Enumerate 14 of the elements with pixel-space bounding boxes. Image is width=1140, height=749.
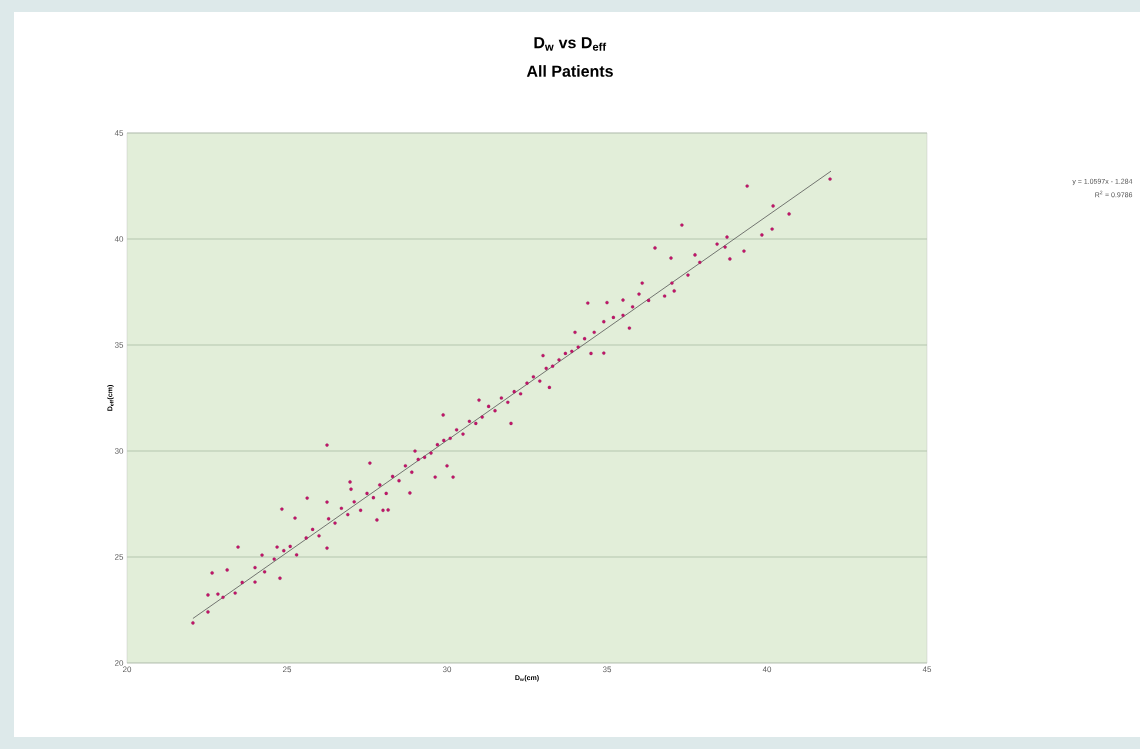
- y-tick-label: 35: [114, 342, 124, 348]
- x-tick-label: 20: [122, 666, 132, 673]
- chart-title: D$_{w}$ vs D$_{eff}$: [534, 37, 607, 51]
- y-tick-label: 25: [114, 554, 124, 560]
- x-tick-label: 40: [762, 666, 772, 673]
- x-tick-label: 45: [922, 666, 932, 673]
- chart-subtitle: All Patients: [526, 65, 613, 77]
- x-tick-label: 25: [282, 666, 292, 673]
- x-tick-label: 30: [442, 666, 452, 673]
- y-tick-label: 20: [114, 660, 124, 666]
- x-tick-label: 35: [602, 666, 612, 673]
- y-tick-label: 30: [114, 448, 124, 454]
- y-tick-label: 45: [114, 130, 124, 136]
- y-tick-label: 40: [114, 236, 124, 242]
